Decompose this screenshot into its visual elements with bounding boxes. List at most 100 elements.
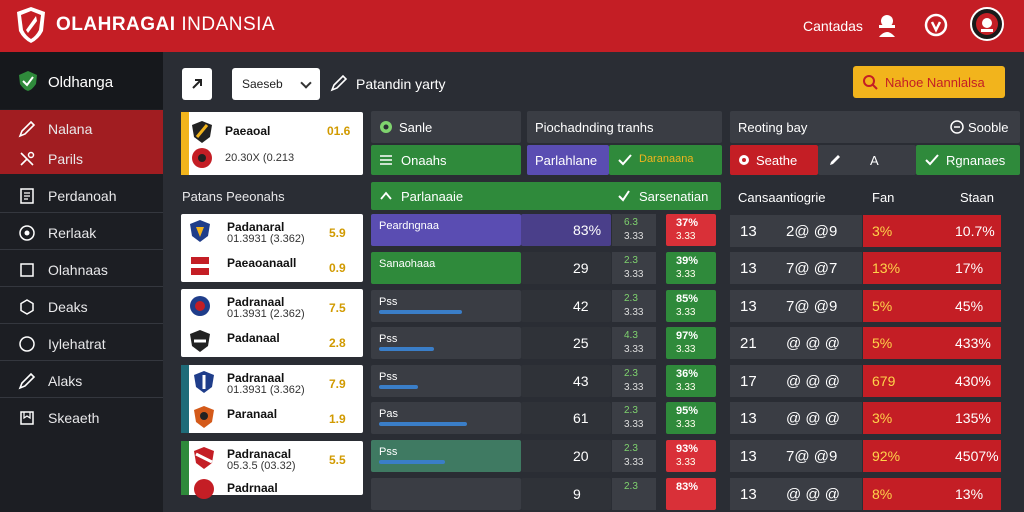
tab-trends[interactable]: Piochadnding tranhs [527,111,722,143]
row-odds-cell[interactable]: 4.3 3.33 [612,327,656,359]
row-percent-cell[interactable]: 37% 3.33 [666,214,716,246]
featured-match-card[interactable]: Paeaoal 20.30X (0.213 01.6 [181,112,363,175]
tab-sanle[interactable]: Sanle [371,111,521,143]
row-rank: 13 [740,260,757,277]
row-odds-cell[interactable]: 2.3 3.33 [612,402,656,434]
match-card[interactable]: Padranaal 01.3931 (3.362) 7.9 Paranaal 1… [181,365,363,433]
standings-row[interactable]: 13 @ @ @ 8% 13% [730,478,1001,510]
standings-row[interactable]: 13 @ @ @ 3% 135% [730,402,1001,434]
chip-a[interactable]: A [818,145,916,175]
sidebar-item-olahnaas[interactable]: Olahnaas [0,255,163,285]
action-button[interactable]: Nahoe Nannlalsa [853,66,1005,98]
match-card-subtitle: 05.3.5 (03.32) [227,460,296,472]
sidebar-header[interactable]: Oldhanga [0,52,163,109]
row-percent-cell[interactable]: 85% 3.33 [666,290,716,322]
table-row[interactable]: Pss [371,327,521,359]
chip-seathe[interactable]: Seathe [730,145,818,175]
row-fan: 3% [872,223,893,239]
row-label: Pss [379,296,398,308]
percent-top: 39% [676,255,699,267]
chip-daranaana[interactable]: Daranaana [609,145,722,175]
column-header[interactable]: Cansaantiogrie [738,190,826,205]
row-odds-cell[interactable]: 6.3 3.33 [612,214,656,246]
row-odds-cell[interactable]: 2.3 3.33 [612,290,656,322]
table-row[interactable]: Pss [371,440,521,472]
back-button[interactable] [182,68,212,100]
row-label: Pss [379,446,398,458]
row-percent-cell[interactable]: 83% [666,478,716,510]
row-staan: 45% [955,298,984,314]
sidebar-item-label: Rerlaak [48,225,97,241]
sidebar-item-perdanoah[interactable]: Perdanoah [0,181,163,211]
sidebar-item-alaks[interactable]: Alaks [0,366,163,396]
standings-row[interactable]: 13 7@ @9 5% 45% [730,290,1001,322]
featured-title: Paeaoal [225,124,271,138]
row-odds-cell[interactable]: 2.3 3.33 [612,440,656,472]
sidebar: Oldhanga Nalana Parils Perdanoah Rerlaak… [0,52,163,512]
avatar[interactable] [970,7,1004,41]
row-rank: 21 [740,335,757,352]
chip-rgnanaes[interactable]: Rgnanaes [916,145,1020,175]
expand-icon[interactable] [379,189,393,203]
sidebar-item-deaks[interactable]: Deaks [0,292,163,322]
row-percent-cell[interactable]: 36% 3.33 [666,365,716,397]
edit-icon[interactable] [330,74,350,92]
percent-bottom: 3.33 [676,269,696,280]
row-value-cell: 43 [521,365,611,397]
row-value: 42 [573,298,589,314]
shield-logo-icon[interactable] [16,6,46,44]
match-card[interactable]: Padranaal 01.3931 (2.362) 7.5 Padanaal 2… [181,289,363,357]
row-value: 25 [573,335,589,351]
row-percent-cell[interactable]: 95% 3.33 [666,402,716,434]
row-percent-cell[interactable]: 93% 3.33 [666,440,716,472]
standings-row[interactable]: 13 7@ @9 92% 4507% [730,440,1001,472]
percent-bottom: 3.33 [676,231,696,242]
contact-link[interactable]: Cantadas [803,18,863,34]
standings-row[interactable]: 13 7@ @7 13% 17% [730,252,1001,284]
help-icon[interactable] [923,12,949,38]
table-row[interactable]: Pss [371,290,521,322]
row-right-cell [863,252,1001,284]
table-row[interactable]: Sanaohaaa [371,252,521,284]
standings-row[interactable]: 17 @ @ @ 679 430% [730,365,1001,397]
row-percent-cell[interactable]: 39% 3.33 [666,252,716,284]
table-row[interactable]: Peardngnaa [371,214,521,246]
sidebar-item-iylehatrat[interactable]: Iylehatrat [0,329,163,359]
standings-row[interactable]: 13 2@ @9 3% 10.7% [730,215,1001,247]
table-row[interactable]: Pss [371,365,521,397]
chip-label: Daranaana [639,153,694,165]
row-form: 2@ @9 [786,223,838,240]
odds-top: 2.3 [624,368,638,379]
row-odds-cell[interactable]: 2.3 [612,478,656,510]
season-select[interactable]: Saeseb [232,68,320,100]
row-value: 83% [573,222,602,238]
table-row[interactable] [371,478,521,510]
row-fan: 3% [872,410,893,426]
sidebar-item-label: Deaks [48,299,88,315]
row-percent-cell[interactable]: 97% 3.33 [666,327,716,359]
tab-sooble[interactable]: Sooble [968,120,1009,135]
project-name[interactable]: Patandin yarty [356,76,446,92]
table-header: Parlanaaie Sarsenatian [371,182,721,210]
tab-reoting[interactable]: Reoting bay [738,120,808,135]
row-odds-cell[interactable]: 2.3 3.33 [612,252,656,284]
user-icon[interactable] [874,12,900,38]
brand-title[interactable]: OLAHRAGAI INDANSIA [56,14,275,36]
column-header[interactable]: Fan [872,190,895,205]
column-header[interactable]: Staan [960,190,994,205]
match-card[interactable]: Padanaral 01.3931 (3.362) 5.9 Paeaoanaal… [181,214,363,282]
sidebar-divider [0,360,163,361]
record-icon [739,155,749,165]
target-icon [19,225,35,241]
standings-row[interactable]: 21 @ @ @ 5% 433% [730,327,1001,359]
match-card[interactable]: Padranacal 05.3.5 (03.32) 5.5 Padrnaal [181,441,363,499]
row-odds-cell[interactable]: 2.3 3.33 [612,365,656,397]
chip-onaahs[interactable]: Onaahs [371,145,521,175]
sidebar-item-nalana[interactable]: Nalana [0,114,163,144]
search-icon [863,75,878,90]
sidebar-item-rerlaak[interactable]: Rerlaak [0,218,163,248]
table-row[interactable]: Pas [371,402,521,434]
sidebar-item-skeaeth[interactable]: Skeaeth [0,403,163,433]
sidebar-item-parils[interactable]: Parils [0,144,163,174]
chip-parlahlane[interactable]: Parlahlane [527,145,609,175]
